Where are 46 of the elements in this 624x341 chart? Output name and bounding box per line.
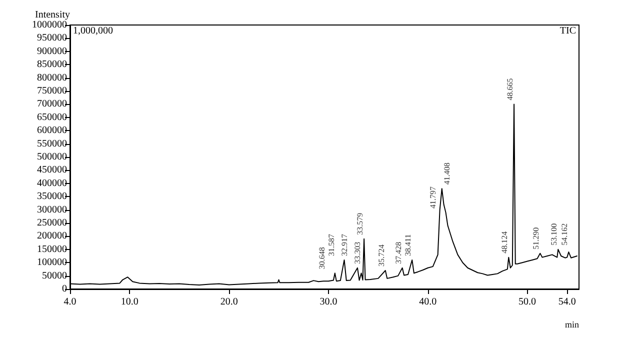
annotation: 41.797 [428, 186, 438, 208]
annotation: 41.408 [442, 162, 452, 185]
annotation: 38.411 [404, 234, 413, 256]
y-tick-label: 800000 [37, 72, 67, 84]
annotation: 37.428 [394, 242, 403, 264]
y-tick-label: 950000 [37, 32, 67, 44]
x-axis-title: min [565, 320, 580, 330]
y-tick-label: 850000 [37, 59, 67, 70]
y-tick-label: 300000 [37, 204, 67, 216]
y-tick-label: 150000 [37, 244, 67, 255]
annotation: 32.917 [340, 234, 349, 256]
annotation: 33.579 [356, 212, 365, 235]
y-tick-label: 50000 [42, 270, 67, 282]
annotation: 1,000,000 [73, 26, 113, 36]
annotation: 31.587 [326, 234, 336, 256]
y-tick-label: 450000 [37, 164, 67, 176]
annotation: 48.124 [500, 231, 510, 254]
y-tick-label: 200000 [37, 230, 67, 242]
annotation: 51.290 [532, 227, 541, 250]
y-axis-title: Intensity [35, 10, 70, 21]
y-tick-label: 550000 [37, 138, 67, 150]
y-tick-label: 900000 [37, 46, 67, 57]
y-tick-label: 750000 [37, 86, 67, 96]
annotation: 53.100 [550, 223, 559, 246]
x-tick-label: 50.0 [518, 296, 536, 308]
y-tick-label: 100000 [37, 257, 67, 268]
x-tick-label: 20.0 [220, 296, 238, 308]
y-tick-label: 500000 [37, 152, 67, 162]
y-tick-label: 650000 [37, 112, 67, 123]
annotation: TIC [560, 26, 576, 36]
y-tick-label: 700000 [37, 98, 67, 110]
annotation: 30.648 [317, 247, 326, 270]
x-tick-label: 10.0 [120, 296, 138, 308]
annotation: 48.665 [506, 78, 515, 100]
x-tick-label: 30.0 [320, 296, 338, 308]
y-tick-label: 600000 [37, 125, 67, 136]
y-tick-label: 1000000 [32, 20, 67, 30]
y-tick-label: 250000 [37, 218, 67, 228]
x-tick-label: 40.0 [419, 296, 437, 308]
x-tick-label: 54.0 [558, 296, 576, 308]
annotation: 33.303 [352, 242, 362, 264]
annotation: 35.724 [376, 244, 386, 267]
annotation: 54.162 [560, 223, 570, 246]
y-tick-label: 350000 [37, 191, 67, 202]
x-tick-label: 4.0 [64, 296, 76, 308]
y-tick-label: 400000 [37, 178, 67, 189]
